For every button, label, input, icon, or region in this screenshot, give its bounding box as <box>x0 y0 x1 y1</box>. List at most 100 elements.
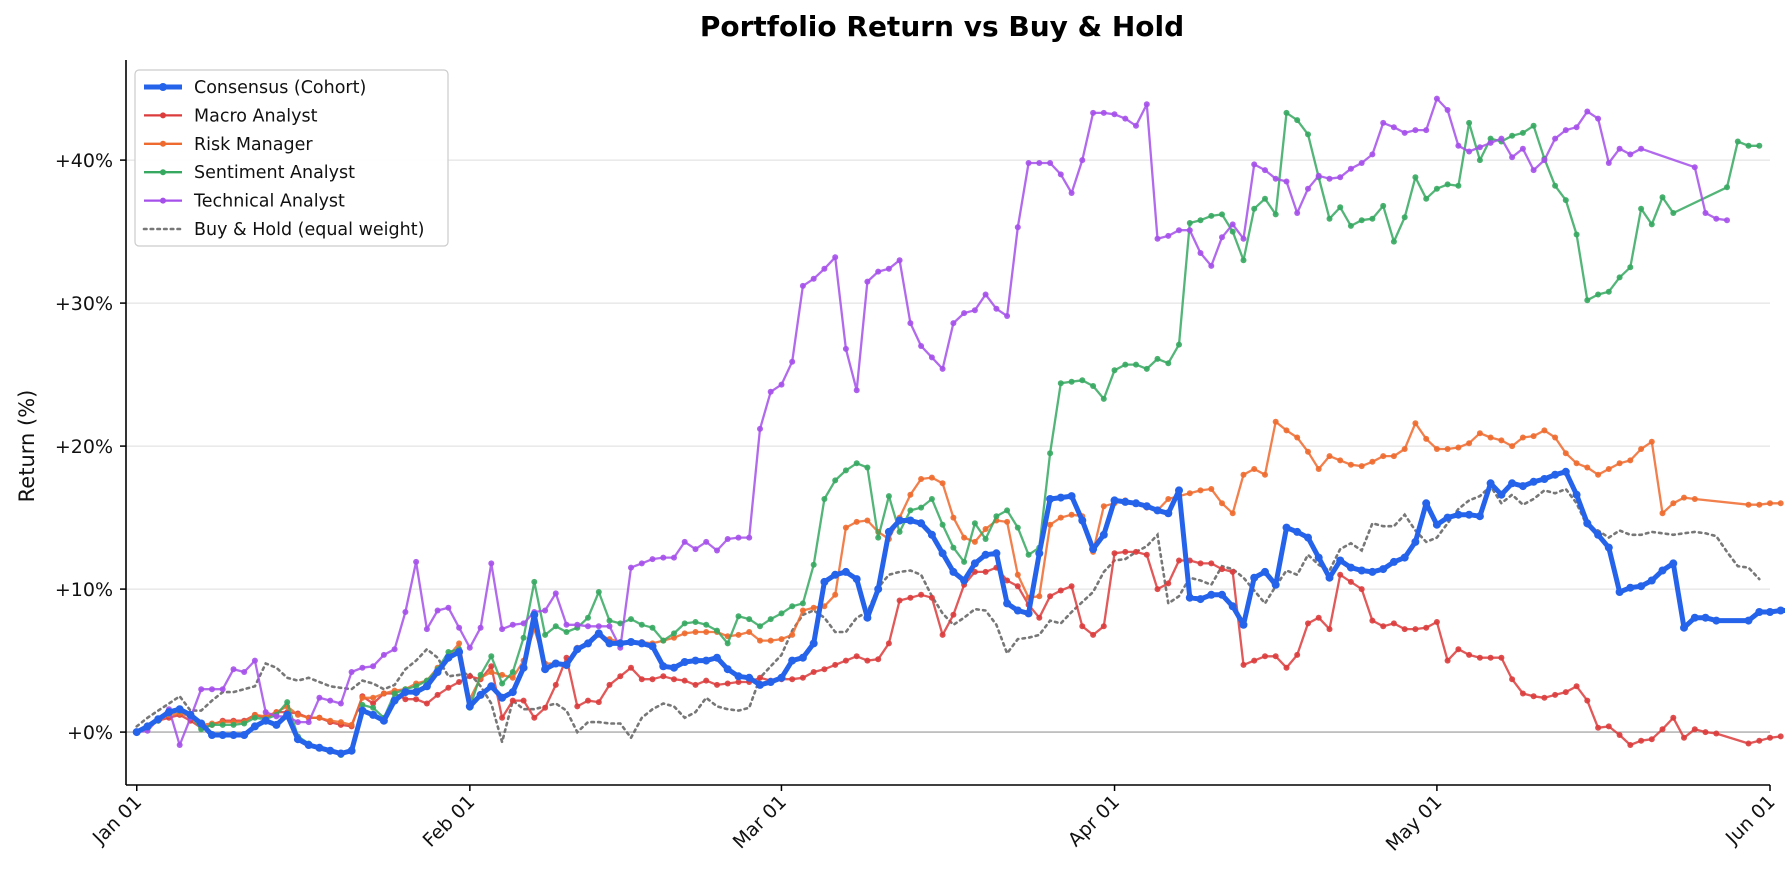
data-point <box>841 567 850 576</box>
data-point <box>1627 151 1634 158</box>
data-point <box>499 714 506 721</box>
data-point <box>1380 623 1387 630</box>
data-point <box>1004 507 1011 514</box>
y-tick-label: +20% <box>55 436 113 458</box>
data-point <box>1691 164 1698 171</box>
data-point <box>950 611 957 618</box>
data-point <box>907 594 914 601</box>
legend-item-consensus[interactable]: Consensus (Cohort) <box>144 78 366 98</box>
data-point <box>1133 361 1139 368</box>
data-point <box>1691 496 1698 502</box>
data-point <box>563 621 570 628</box>
data-point <box>1337 571 1344 578</box>
data-point <box>294 719 301 726</box>
data-point <box>595 623 602 630</box>
data-point <box>821 265 828 272</box>
data-point <box>1165 496 1172 502</box>
legend-box <box>134 69 449 247</box>
data-point <box>445 684 452 691</box>
data-point <box>1100 503 1107 510</box>
data-point <box>1627 457 1634 464</box>
data-point <box>337 700 344 707</box>
data-point <box>1046 495 1055 503</box>
data-point <box>1529 477 1538 486</box>
legend-item-risk[interactable]: Risk Manager <box>144 135 313 155</box>
data-point <box>1616 732 1623 738</box>
data-point <box>617 673 624 680</box>
data-point <box>927 530 936 539</box>
x-tick-label: Jan 01 <box>88 791 146 849</box>
data-point <box>1272 418 1279 425</box>
data-point <box>982 526 989 532</box>
data-point <box>208 731 216 739</box>
data-point <box>1176 557 1182 564</box>
data-point <box>1057 171 1064 178</box>
data-point <box>1369 151 1376 158</box>
data-point <box>541 665 550 674</box>
data-point <box>1218 590 1226 599</box>
data-point <box>1358 217 1365 224</box>
data-point <box>1004 577 1011 584</box>
data-point <box>1691 726 1698 733</box>
data-point <box>766 678 775 686</box>
data-point <box>864 278 871 285</box>
data-point <box>1122 548 1129 555</box>
data-point <box>1196 595 1205 604</box>
data-point <box>1670 714 1677 721</box>
data-point <box>671 634 677 641</box>
data-point <box>928 594 935 601</box>
data-point <box>574 621 581 628</box>
legend[interactable]: Consensus (Cohort) Macro Analyst Risk Mana… <box>134 69 449 247</box>
data-point <box>456 679 463 685</box>
data-point <box>272 720 281 729</box>
data-point <box>938 549 947 558</box>
data-point <box>864 464 871 471</box>
data-point <box>1627 264 1634 271</box>
data-point <box>1004 313 1011 319</box>
data-point <box>1466 119 1473 126</box>
y-tick-label: +40% <box>55 150 113 172</box>
legend-marker <box>160 140 166 147</box>
data-point <box>864 517 871 524</box>
data-point <box>316 694 323 701</box>
data-point <box>660 673 667 680</box>
data-point <box>1583 519 1592 528</box>
data-point <box>1702 729 1709 736</box>
legend-item-technical[interactable]: Technical Analyst <box>144 192 345 212</box>
data-point <box>229 731 238 739</box>
data-point <box>950 514 957 521</box>
data-point <box>509 674 516 681</box>
data-point <box>1219 234 1225 241</box>
data-point <box>1476 430 1483 437</box>
data-point <box>520 697 527 704</box>
data-point <box>1089 545 1098 554</box>
data-point <box>810 275 817 282</box>
data-point <box>1541 427 1548 434</box>
data-point <box>1165 360 1172 367</box>
data-point <box>907 491 914 498</box>
data-point <box>853 387 860 394</box>
data-point <box>1229 221 1236 228</box>
data-point <box>595 699 602 706</box>
data-point <box>1111 550 1118 557</box>
data-point <box>1572 490 1581 499</box>
data-point <box>563 629 570 635</box>
data-point <box>508 688 517 697</box>
data-point <box>1605 723 1612 730</box>
legend-item-macro[interactable]: Macro Analyst <box>144 106 318 126</box>
data-point <box>1389 557 1398 566</box>
data-point <box>1605 466 1612 472</box>
legend-item-sentiment[interactable]: Sentiment Analyst <box>144 163 355 183</box>
data-point <box>488 669 495 675</box>
data-point <box>723 665 732 674</box>
data-point <box>961 310 968 317</box>
legend-item-buyhold[interactable]: Buy & Hold (equal weight) <box>142 220 424 240</box>
data-point <box>1659 194 1666 201</box>
data-point <box>1766 608 1774 616</box>
data-point <box>1401 446 1408 452</box>
data-point <box>380 651 387 658</box>
data-point <box>1047 521 1054 528</box>
data-point <box>714 681 720 688</box>
data-point <box>703 538 710 545</box>
data-point <box>1466 148 1473 155</box>
